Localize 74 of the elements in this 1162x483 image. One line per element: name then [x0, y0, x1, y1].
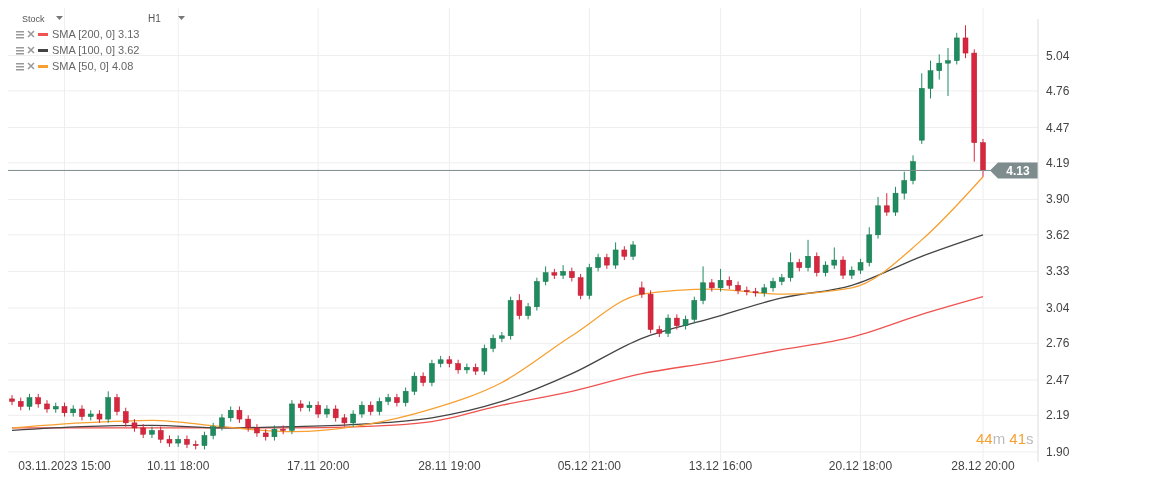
annotation: 44m 41s — [976, 430, 1034, 447]
candlestick — [612, 241, 619, 270]
line-series — [11, 296, 984, 429]
y-tick-label: 2.76 — [1046, 336, 1070, 351]
y-tick-label: 4.76 — [1046, 83, 1070, 98]
candlestick — [630, 240, 636, 261]
candlestick — [542, 265, 549, 286]
candlestick — [814, 251, 820, 277]
candlestick — [665, 313, 671, 338]
candlestick — [884, 192, 890, 217]
candlestick — [770, 277, 776, 293]
candlestick — [105, 390, 111, 424]
candlestick — [735, 281, 741, 295]
candlestick — [936, 53, 943, 81]
candlestick — [402, 387, 409, 407]
candlestick — [962, 24, 969, 59]
candlestick — [429, 359, 435, 387]
x-tick-label: 17.11 20:00 — [286, 459, 350, 473]
y-tick-label: 2.19 — [1046, 408, 1070, 423]
candlestick — [577, 273, 584, 300]
candlestick — [691, 296, 698, 324]
candlestick — [254, 423, 260, 438]
candlestick — [420, 371, 426, 387]
candlestick — [411, 371, 418, 396]
candlestick — [569, 267, 575, 283]
y-tick-label: 4.47 — [1046, 120, 1070, 135]
candlestick — [122, 407, 129, 428]
candlestick — [717, 268, 724, 293]
candlestick — [787, 251, 794, 283]
candlestick — [831, 246, 838, 270]
legend-label: SMA [200, 0] 3.13 — [52, 28, 140, 40]
legend-label: SMA [100, 0] 3.62 — [52, 44, 140, 56]
candlestick — [840, 255, 846, 280]
legend-label: SMA [50, 0] 4.08 — [52, 60, 134, 72]
x-tick-label: 28.12 20:00 — [951, 459, 1016, 473]
x-tick-label: 28.11 19:00 — [418, 459, 481, 473]
x-tick-label: 03.11.2023 15:00 — [18, 459, 112, 473]
candlestick — [394, 393, 400, 407]
ref-line-label: 4.13 — [1006, 163, 1030, 178]
y-tick-label: 4.19 — [1046, 155, 1070, 170]
x-tick-label: 20.12 18:00 — [828, 459, 893, 473]
candlestick — [44, 399, 50, 414]
candlestick — [149, 426, 155, 439]
annotation: H1 — [148, 13, 162, 24]
candlestick — [499, 331, 505, 343]
y-tick-label: 3.33 — [1046, 264, 1070, 279]
candlestick — [910, 154, 916, 185]
x-tick-label: 05.12 21:00 — [557, 459, 622, 473]
candlestick — [954, 32, 960, 65]
candlestick — [945, 47, 951, 97]
candlestick — [700, 265, 706, 305]
candlestick — [9, 394, 15, 406]
candlestick — [927, 60, 934, 100]
line-series — [11, 234, 984, 432]
x-tick-label: 13.12 16:00 — [688, 459, 753, 473]
candlestick — [560, 264, 566, 280]
y-tick-label: 3.90 — [1046, 192, 1070, 207]
line-series — [11, 176, 984, 433]
candlestick — [481, 344, 488, 376]
candlestick — [516, 293, 523, 320]
annotation: Stock — [22, 14, 46, 24]
y-tick-label: 5.04 — [1046, 48, 1070, 63]
candlestick — [805, 239, 811, 272]
candlestick — [901, 171, 908, 200]
y-tick-label: 2.47 — [1046, 372, 1070, 387]
y-tick-label: 1.90 — [1046, 444, 1070, 459]
x-tick-label: 10.11 18:00 — [146, 459, 210, 473]
candlestick — [464, 363, 470, 375]
candlestick — [324, 404, 330, 419]
candlestick — [892, 186, 899, 217]
candlestick — [114, 393, 120, 416]
candlestick — [184, 435, 190, 449]
y-tick-label: 3.04 — [1046, 301, 1070, 316]
y-tick-label: 3.62 — [1046, 227, 1070, 242]
